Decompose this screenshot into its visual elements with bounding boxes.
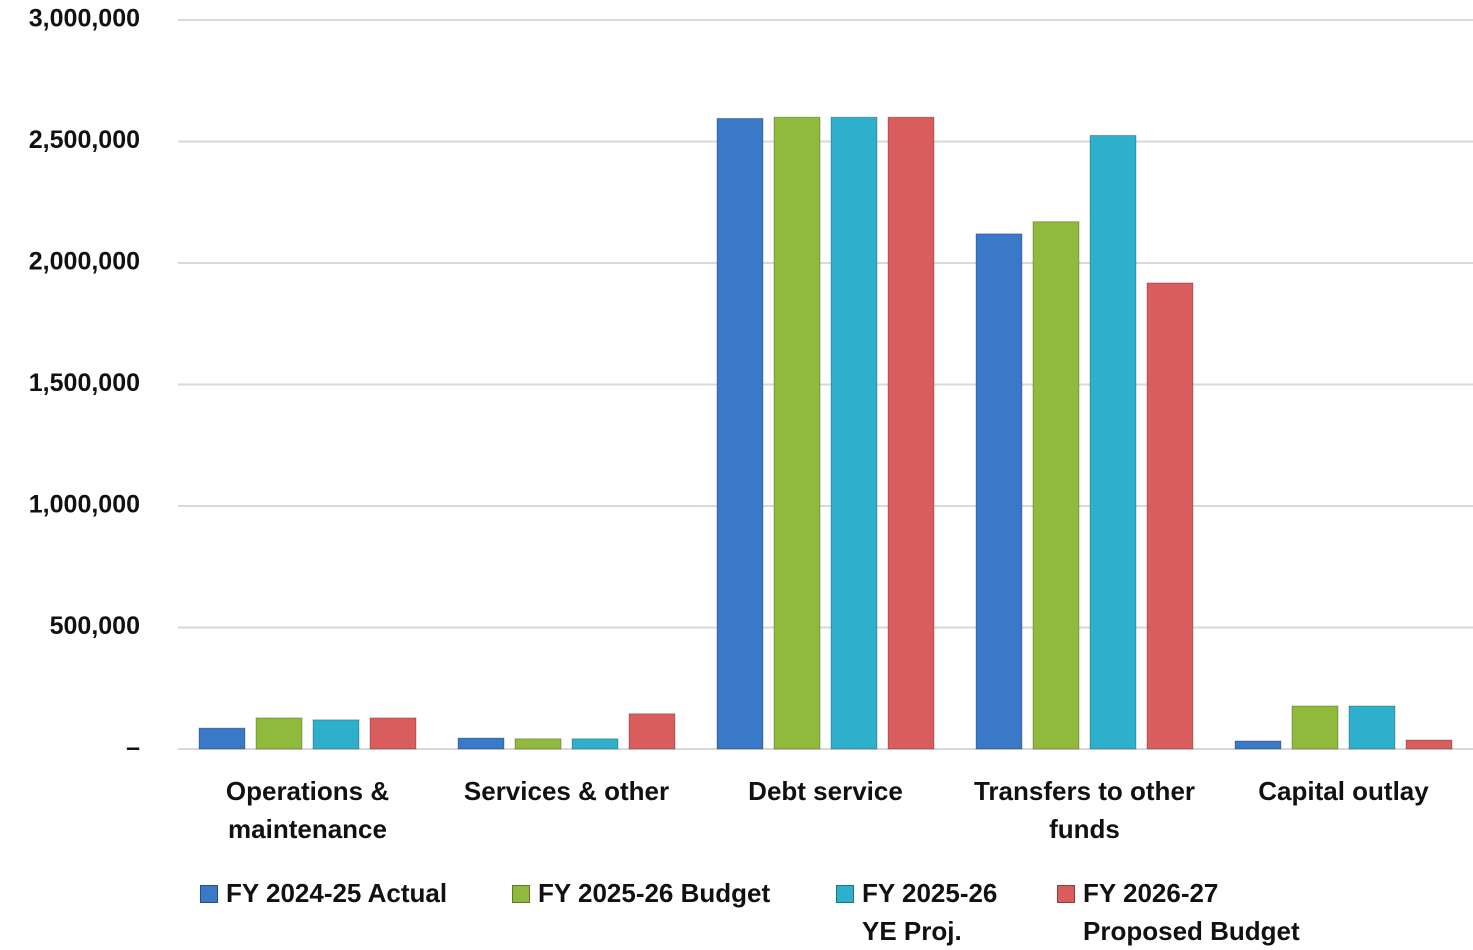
y-tick-label: 2,000,000 <box>29 248 140 276</box>
legend-item: FY 2025-26 Budget <box>512 874 812 912</box>
x-tick-label: Services & other <box>463 776 670 806</box>
bar <box>571 738 619 750</box>
bar <box>198 727 246 750</box>
bar <box>887 116 935 750</box>
legend-label: FY 2025-26 Budget <box>538 878 771 908</box>
legend-label: FY 2024-25 Actual <box>226 878 448 908</box>
y-tick-label: 3,000,000 <box>29 5 140 33</box>
x-tick-label: Operations & maintenance <box>225 776 390 844</box>
bar <box>255 717 303 750</box>
legend-label: FY 2025-26 YE Proj. <box>862 878 998 946</box>
legend-swatch <box>1057 885 1075 903</box>
bar <box>830 116 878 750</box>
bar <box>1405 739 1453 750</box>
y-tick-label: – <box>126 734 140 762</box>
y-tick-label: 1,000,000 <box>29 491 140 519</box>
bar <box>975 233 1023 750</box>
y-tick-label: 500,000 <box>50 612 140 640</box>
bar <box>628 713 676 750</box>
bar <box>1348 705 1396 750</box>
bar <box>1291 705 1339 750</box>
legend-item: FY 2024-25 Actual <box>200 874 500 912</box>
legend-swatch <box>836 885 854 903</box>
bar <box>369 717 417 750</box>
x-tick-label: Capital outlay <box>1258 776 1429 806</box>
legend-item: FY 2025-26 YE Proj. <box>836 874 1016 950</box>
legend-item: FY 2026-27 Proposed Budget <box>1057 874 1317 950</box>
bar <box>1234 740 1282 750</box>
legend-label: FY 2026-27 Proposed Budget <box>1083 878 1300 946</box>
bar <box>773 116 821 750</box>
bar <box>1032 221 1080 750</box>
x-tick-label: Transfers to other funds <box>973 776 1196 844</box>
x-tick-label: Debt service <box>748 776 903 806</box>
bar <box>716 117 764 750</box>
legend-swatch <box>200 885 218 903</box>
bar <box>1089 134 1137 750</box>
y-tick-label: 1,500,000 <box>29 369 140 397</box>
bar <box>312 719 360 750</box>
y-tick-label: 2,500,000 <box>29 126 140 154</box>
bar <box>514 738 562 750</box>
bar <box>457 737 505 750</box>
legend-swatch <box>512 885 530 903</box>
bar <box>1146 282 1194 750</box>
